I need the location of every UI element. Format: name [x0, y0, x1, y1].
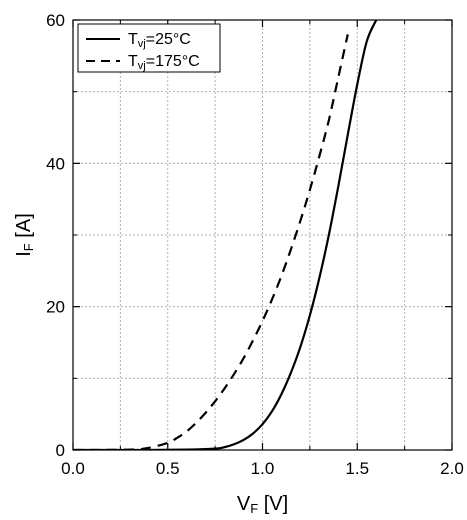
legend-label-tvj-25-rest: =25°C [146, 31, 191, 48]
y-tick-label: 40 [46, 154, 65, 173]
legend-label-tvj-175-rest: =175°C [146, 53, 200, 70]
legend-box [77, 23, 221, 73]
series-line-tvj-25 [73, 20, 378, 450]
series-layer [73, 20, 378, 450]
y-axis-title-main: I [13, 251, 35, 257]
x-tick-label: 2.0 [440, 459, 464, 478]
legend-label-tvj-175-main: T [128, 53, 138, 70]
x-axis-title-unit: [V] [258, 493, 288, 515]
x-tick-label: 1.5 [345, 459, 369, 478]
x-tick-label: 0.0 [61, 459, 85, 478]
x-tick-label: 0.5 [156, 459, 180, 478]
x-tick-label: 1.0 [251, 459, 275, 478]
y-axis-title: IF [A] [13, 213, 36, 257]
y-axis-title-sub: F [21, 243, 36, 251]
legend-label-tvj-175: Tvj=175°C [128, 53, 200, 72]
grid-layer [73, 20, 452, 450]
y-tick-label: 20 [46, 298, 65, 317]
legend-label-tvj-175-sub: vj [138, 60, 146, 72]
legend-label-tvj-25-main: T [128, 31, 138, 48]
series-line-tvj-175 [73, 34, 349, 450]
y-axis-title-unit: [A] [13, 213, 35, 243]
x-axis-title-main: V [237, 493, 251, 515]
legend-label-tvj-25: Tvj=25°C [128, 31, 191, 50]
x-axis-title-sub: F [250, 501, 258, 516]
y-tick-label: 0 [56, 441, 65, 460]
y-tick-label: 60 [46, 11, 65, 30]
ticks-layer: 0.0 0.5 1.0 1.5 2.0 0 20 40 60 [46, 11, 464, 478]
x-axis-title: VF [V] [237, 493, 288, 516]
legend-label-tvj-25-sub: vj [138, 38, 146, 50]
legend: Tvj=25°C Tvj=175°C [77, 23, 221, 73]
